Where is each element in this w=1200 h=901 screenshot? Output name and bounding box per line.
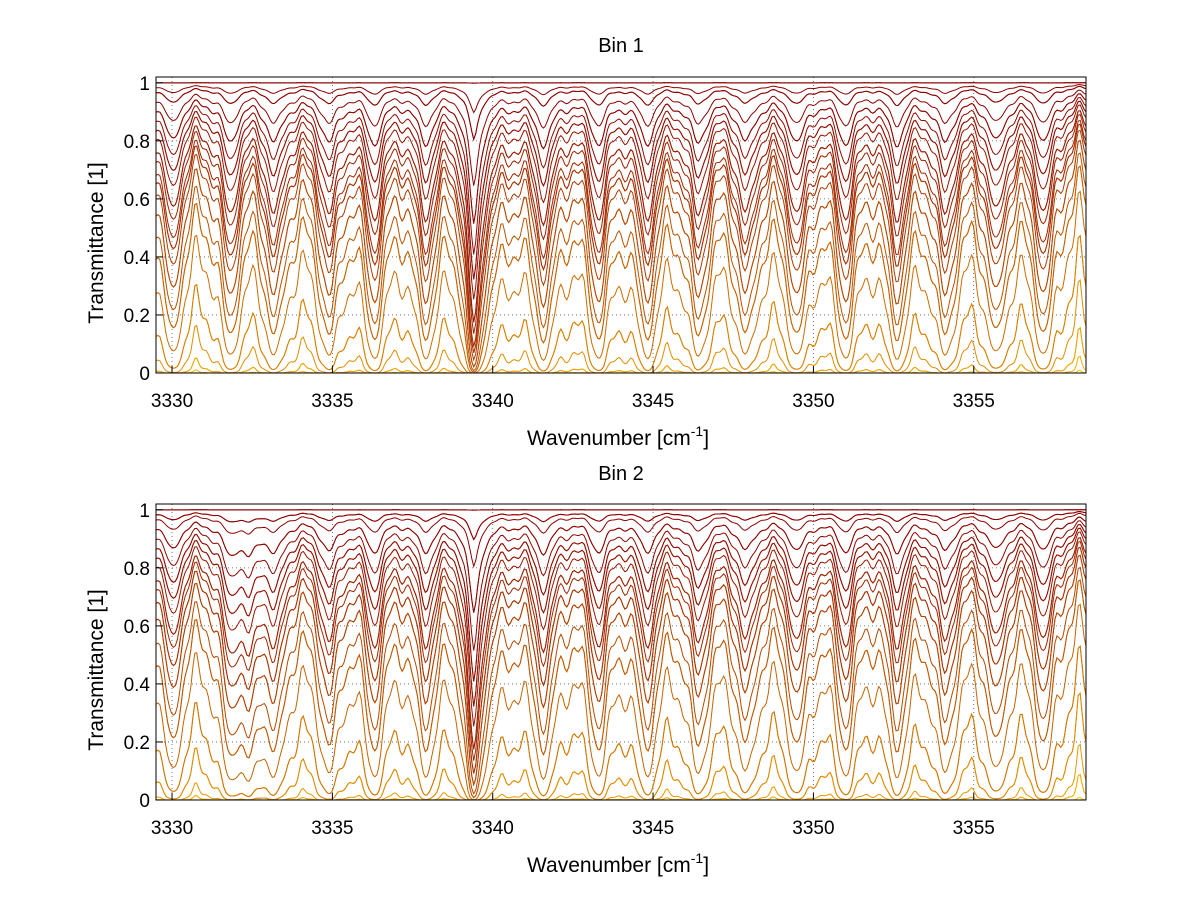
y-tick-label: 0	[139, 791, 150, 812]
y-axis-label: Transmittance [1]	[85, 162, 108, 323]
series-line	[156, 234, 1086, 373]
series-line	[156, 523, 1086, 682]
x-axis-label: Wavenumber [cm-1]	[527, 850, 709, 877]
series-line	[156, 96, 1086, 255]
series-line	[156, 165, 1086, 373]
series-line	[156, 139, 1086, 368]
series-line	[156, 520, 1086, 651]
x-tick-label: 3345	[632, 391, 674, 412]
series-line	[156, 516, 1086, 613]
y-tick-label: 0.2	[124, 733, 150, 754]
series-line	[156, 511, 1086, 541]
x-tick-label: 3335	[311, 818, 353, 839]
x-tick-label: 3340	[472, 391, 514, 412]
series-line	[156, 692, 1086, 800]
y-tick-label: 1	[139, 501, 150, 522]
series-line	[156, 511, 1086, 541]
series-line	[156, 93, 1086, 224]
series-line	[156, 566, 1086, 795]
series-line	[156, 84, 1086, 114]
y-tick-label: 0.2	[124, 306, 150, 327]
x-tick-label: 3345	[632, 818, 674, 839]
x-tick-label: 3355	[953, 818, 995, 839]
series-line	[156, 540, 1086, 761]
x-tick-label: 3330	[151, 391, 193, 412]
series-line	[156, 110, 1086, 323]
series-line	[156, 531, 1086, 727]
series-line	[156, 123, 1086, 353]
series-line	[156, 326, 1086, 373]
x-axis-label: Wavenumber [cm-1]	[527, 423, 709, 450]
y-tick-label: 0.4	[124, 248, 151, 269]
series-line	[156, 527, 1086, 707]
series-line	[156, 152, 1086, 372]
series-line	[156, 104, 1086, 300]
series-line	[156, 537, 1086, 750]
y-tick-label: 0	[139, 364, 150, 385]
x-ticks: 3330 3335 3340 3345 3350 3355	[151, 793, 995, 839]
y-ticks: 0 0.2 0.4 0.6 0.8 1	[124, 501, 163, 812]
series-line	[156, 89, 1086, 186]
series-line	[156, 129, 1086, 362]
series-line	[156, 512, 1086, 569]
series-line	[156, 554, 1086, 787]
x-tick-label: 3330	[151, 818, 193, 839]
y-tick-label: 1	[139, 74, 150, 95]
series-group	[156, 82, 1086, 373]
series-group	[156, 509, 1086, 800]
x-ticks: 3330 3335 3340 3345 3350 3355	[151, 366, 995, 412]
series-line	[156, 100, 1086, 280]
series-line	[156, 546, 1086, 774]
x-tick-label: 3355	[953, 391, 995, 412]
y-tick-label: 0.6	[124, 190, 150, 211]
y-tick-label: 0.8	[124, 559, 150, 580]
y-axis-label: Transmittance [1]	[85, 589, 108, 750]
series-line	[156, 603, 1086, 800]
plot-frame	[155, 503, 1087, 801]
y-tick-label: 0.6	[124, 617, 150, 638]
series-line	[156, 579, 1086, 799]
series-line	[156, 190, 1086, 373]
panel-bin-1: Bin 1 Transmittance [1] Wavenumber [cm-1…	[85, 35, 1087, 450]
panel-bin-2: Bin 2 Transmittance [1] Wavenumber [cm-1…	[85, 463, 1087, 877]
x-tick-label: 3350	[792, 391, 834, 412]
series-line	[156, 579, 1086, 799]
series-line	[156, 85, 1086, 142]
panel-title: Bin 2	[598, 463, 644, 485]
series-line	[156, 113, 1086, 334]
series-line	[156, 743, 1086, 800]
series-line	[156, 645, 1086, 800]
y-tick-label: 0.8	[124, 132, 150, 153]
plot-frame	[155, 76, 1087, 374]
series-line	[156, 278, 1086, 373]
series-line	[156, 546, 1086, 774]
x-tick-label: 3340	[472, 818, 514, 839]
x-tick-label: 3350	[792, 818, 834, 839]
y-tick-label: 0.4	[124, 675, 151, 696]
series-line	[156, 119, 1086, 347]
x-tick-label: 3335	[311, 391, 353, 412]
panel-title: Bin 1	[598, 35, 644, 57]
y-ticks: 0 0.2 0.4 0.6 0.8 1	[124, 74, 163, 385]
